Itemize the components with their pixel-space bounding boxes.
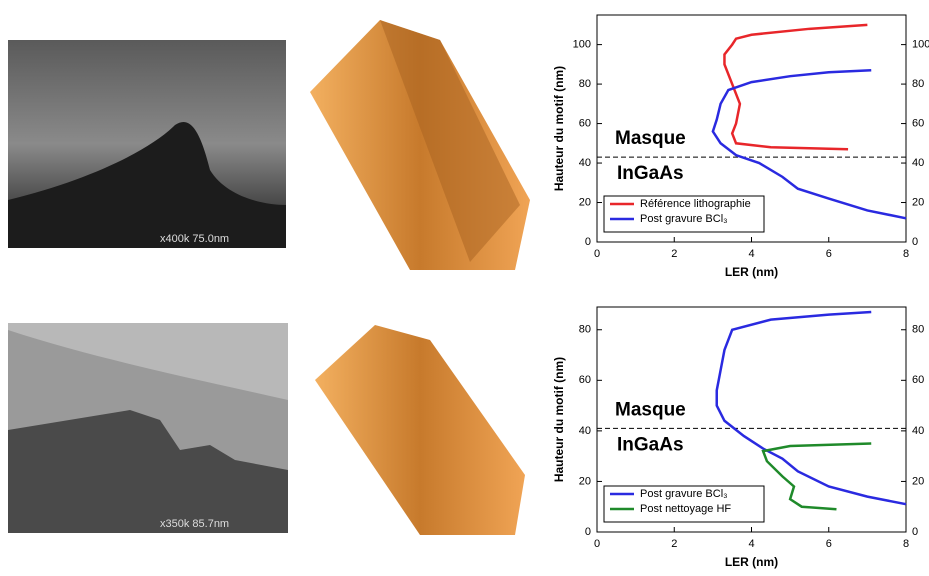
y2-tick-label: 40 <box>912 157 924 169</box>
afm-render <box>310 20 530 270</box>
y-tick-label: 60 <box>579 374 591 386</box>
y2-tick-label: 40 <box>912 425 924 437</box>
y-axis-label: Hauteur du motif (nm) <box>552 357 566 482</box>
annotation: Masque <box>615 399 686 420</box>
legend-label: Post gravure BCl₃ <box>640 213 728 225</box>
y2-tick-label: 0 <box>912 526 918 538</box>
y-tick-label: 40 <box>579 425 591 437</box>
y2-tick-label: 20 <box>912 475 924 487</box>
annotation: Masque <box>615 128 686 149</box>
sem-image: x350k 85.7nm <box>8 323 288 533</box>
sem-image: x400k 75.0nm <box>8 40 286 248</box>
x-tick-label: 6 <box>826 248 832 260</box>
y-tick-label: 80 <box>579 324 591 336</box>
x-axis-label: LER (nm) <box>725 265 778 279</box>
image-label: x400k 75.0nm <box>160 233 229 245</box>
line-series <box>711 69 907 220</box>
y2-tick-label: 80 <box>912 78 924 90</box>
legend-label: Référence lithographie <box>640 198 751 210</box>
y2-tick-label: 80 <box>912 324 924 336</box>
x-tick-label: 6 <box>826 538 832 550</box>
x-tick-label: 0 <box>594 248 600 260</box>
y-tick-label: 0 <box>585 236 591 248</box>
image-label: x350k 85.7nm <box>160 518 229 530</box>
y-tick-label: 60 <box>579 117 591 129</box>
x-tick-label: 4 <box>748 538 754 550</box>
line-series <box>723 23 868 151</box>
line-series <box>715 310 907 506</box>
x-tick-label: 4 <box>748 248 754 260</box>
y-tick-label: 0 <box>585 526 591 538</box>
x-tick-label: 2 <box>671 538 677 550</box>
y-tick-label: 100 <box>573 39 591 51</box>
y2-tick-label: 60 <box>912 374 924 386</box>
y2-tick-label: 20 <box>912 196 924 208</box>
y-tick-label: 40 <box>579 157 591 169</box>
y2-tick-label: 100 <box>912 39 929 51</box>
annotation: InGaAs <box>617 434 684 455</box>
x-axis-label: LER (nm) <box>725 555 778 569</box>
line-series <box>761 442 872 511</box>
y-tick-label: 20 <box>579 475 591 487</box>
x-tick-label: 8 <box>903 248 909 260</box>
y2-tick-label: 60 <box>912 117 924 129</box>
x-tick-label: 8 <box>903 538 909 550</box>
annotation: InGaAs <box>617 163 684 184</box>
legend-label: Post gravure BCl₃ <box>640 488 728 500</box>
legend-box <box>603 485 765 523</box>
y-tick-label: 20 <box>579 196 591 208</box>
x-tick-label: 2 <box>671 248 677 260</box>
legend-label: Post nettoyage HF <box>640 503 731 515</box>
afm-render <box>315 325 525 535</box>
y-axis-label: Hauteur du motif (nm) <box>552 66 566 191</box>
legend-box <box>603 195 765 233</box>
y2-tick-label: 0 <box>912 236 918 248</box>
y-tick-label: 80 <box>579 78 591 90</box>
x-tick-label: 0 <box>594 538 600 550</box>
